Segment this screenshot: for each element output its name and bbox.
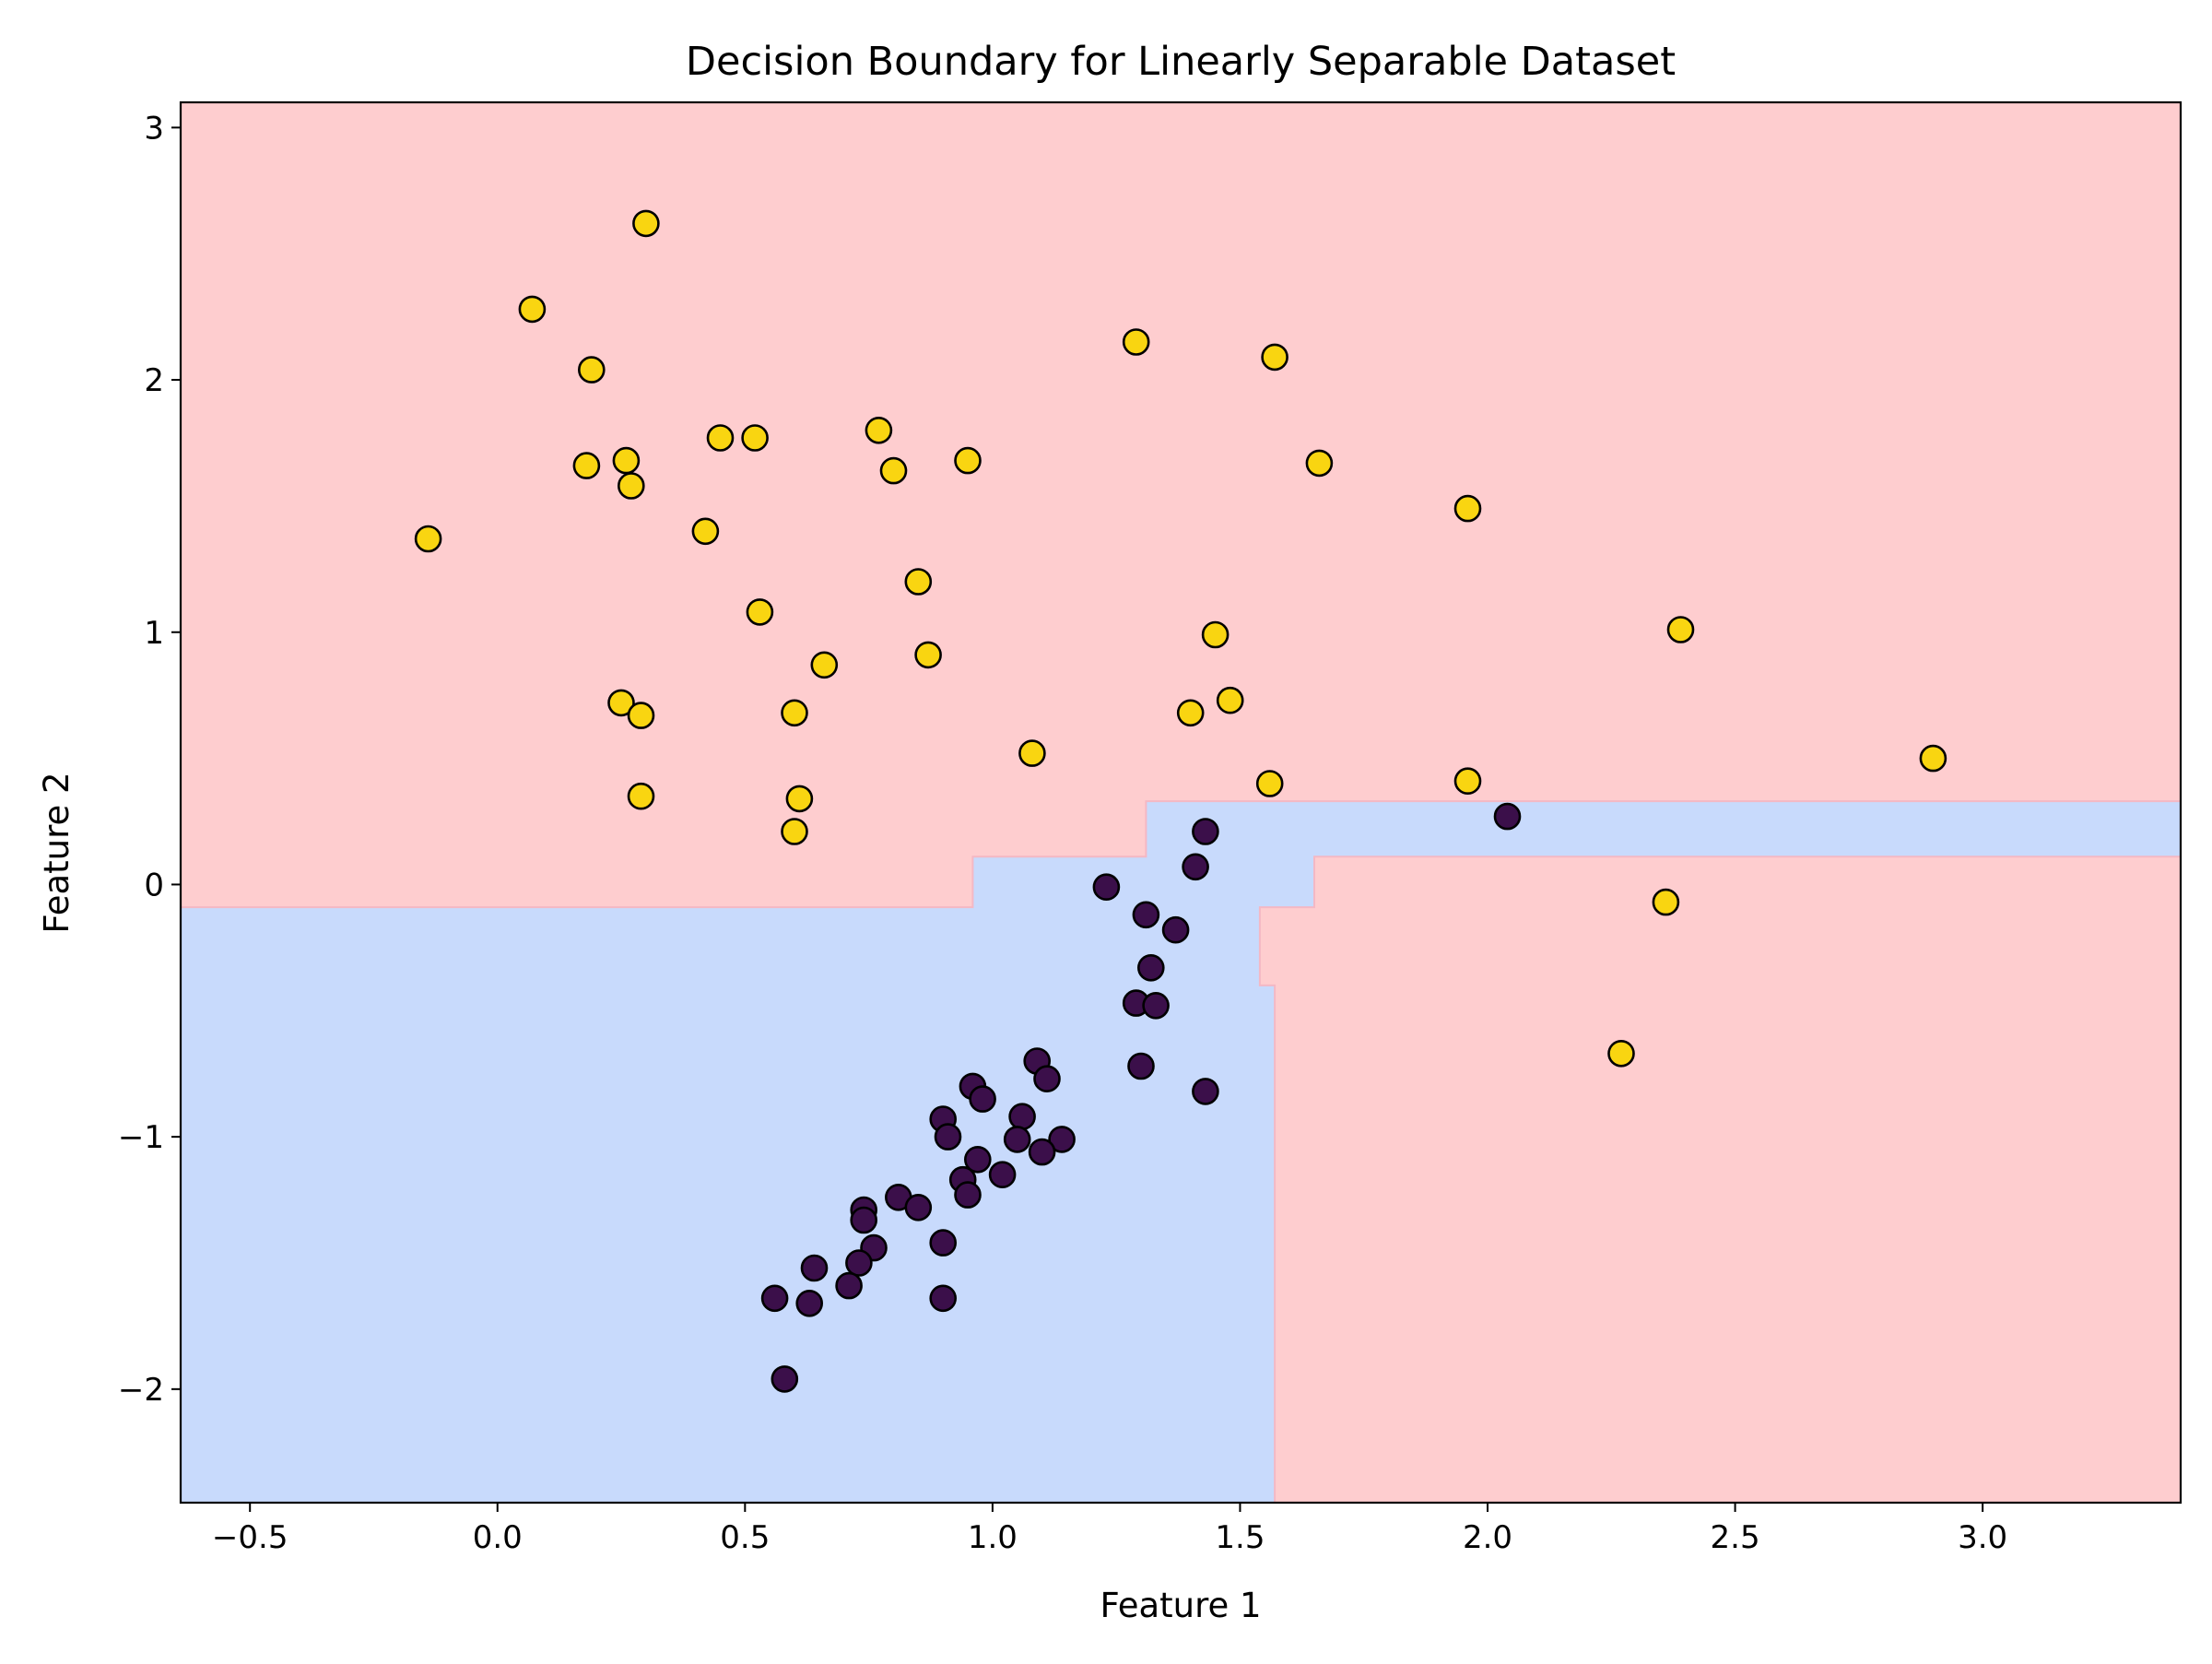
x-tick-label: 1.5 [1215,1519,1265,1556]
data-point-class-1 [810,651,839,679]
data-point-class-1 [577,356,606,384]
data-point-class-0 [964,1146,992,1174]
data-point-class-1 [781,818,808,845]
data-point-class-1 [1201,620,1230,649]
data-point-class-1 [632,209,660,238]
data-point-class-1 [914,641,942,669]
data-point-class-0 [800,1254,829,1282]
plot-frame [179,100,2183,1505]
data-point-class-0 [954,1181,982,1209]
x-tick-label: 3.0 [1958,1519,2007,1556]
data-point-class-1 [954,446,982,475]
data-point-class-1 [1666,616,1695,643]
y-tick-label: −1 [118,1119,164,1156]
data-point-class-1 [1122,328,1150,356]
chart-title: Decision Boundary for Linearly Separable… [686,39,1676,85]
y-axis-label: Feature 2 [37,772,76,933]
x-axis-label: Feature 1 [1100,1586,1261,1625]
data-point-class-0 [850,1206,878,1234]
data-point-class-1 [1453,494,1482,523]
data-point-class-0 [1192,1078,1219,1105]
data-point-class-1 [612,446,641,475]
data-point-class-0 [1137,954,1165,982]
x-tick-label: 0.5 [720,1519,770,1556]
data-point-class-1 [1176,699,1205,727]
y-tick-label: 3 [144,110,164,147]
data-point-class-1 [1453,767,1482,796]
data-point-class-1 [607,689,635,717]
data-point-class-1 [879,456,908,485]
data-point-class-1 [572,452,601,479]
data-point-class-0 [929,1284,958,1313]
data-point-class-0 [1048,1126,1076,1153]
data-point-class-1 [1255,770,1284,797]
data-point-class-0 [1132,901,1160,929]
data-point-class-1 [785,785,814,813]
data-point-class-0 [1161,915,1190,944]
decision-regions [180,102,2182,1504]
data-point-class-0 [1008,1103,1036,1130]
y-tick-label: 1 [144,615,164,652]
data-point-class-1 [781,699,808,727]
data-point-class-1 [1261,343,1288,372]
data-point-class-1 [627,702,655,729]
x-axis-ticks: −0.5 0.0 0.5 1.0 1.5 2.0 2.5 3.0 [212,1503,2007,1556]
data-point-class-0 [988,1161,1017,1188]
data-point-class-0 [1003,1126,1031,1153]
data-point-class-1 [1607,1040,1635,1068]
data-point-class-0 [1493,802,1522,831]
data-point-class-1 [1919,744,1947,773]
data-point-class-0 [1182,853,1209,881]
y-tick-label: 2 [144,362,164,399]
data-point-class-0 [845,1249,873,1277]
data-point-class-1 [414,525,442,553]
data-point-class-0 [1127,1052,1155,1080]
y-tick-label: 0 [144,867,164,903]
data-point-class-1 [627,782,655,810]
data-point-class-1 [904,568,933,596]
decision-region-class-0 [180,800,2182,1504]
data-point-class-1 [1216,686,1244,714]
data-point-class-0 [1028,1138,1056,1166]
scatter-points [414,209,1947,1393]
data-point-class-0 [835,1271,863,1300]
x-tick-label: 2.5 [1711,1519,1760,1556]
y-tick-label: −2 [118,1372,164,1409]
data-point-class-0 [934,1123,962,1151]
data-point-class-1 [741,424,769,452]
data-point-class-1 [691,517,720,546]
data-point-class-0 [969,1085,996,1113]
data-point-class-1 [1305,449,1334,478]
data-point-class-0 [760,1284,789,1313]
data-point-class-1 [617,472,645,500]
data-point-class-1 [518,295,547,324]
data-point-class-0 [1092,873,1121,902]
data-point-class-0 [795,1290,824,1317]
x-tick-label: 2.0 [1463,1519,1512,1556]
x-tick-label: 1.0 [968,1519,1018,1556]
y-axis-ticks: −2 −1 0 1 2 3 [118,110,181,1409]
x-tick-label: −0.5 [212,1519,288,1556]
data-point-class-0 [929,1229,958,1257]
data-point-class-1 [865,416,893,444]
data-point-class-0 [904,1194,933,1221]
data-point-class-1 [706,424,735,452]
data-point-class-0 [1033,1065,1061,1092]
data-point-class-0 [771,1365,799,1393]
data-point-class-1 [1018,739,1046,767]
data-point-class-1 [1652,888,1680,916]
x-tick-label: 0.0 [473,1519,523,1556]
data-point-class-0 [1192,818,1219,845]
data-point-class-1 [746,598,774,626]
data-point-class-0 [1142,992,1170,1020]
